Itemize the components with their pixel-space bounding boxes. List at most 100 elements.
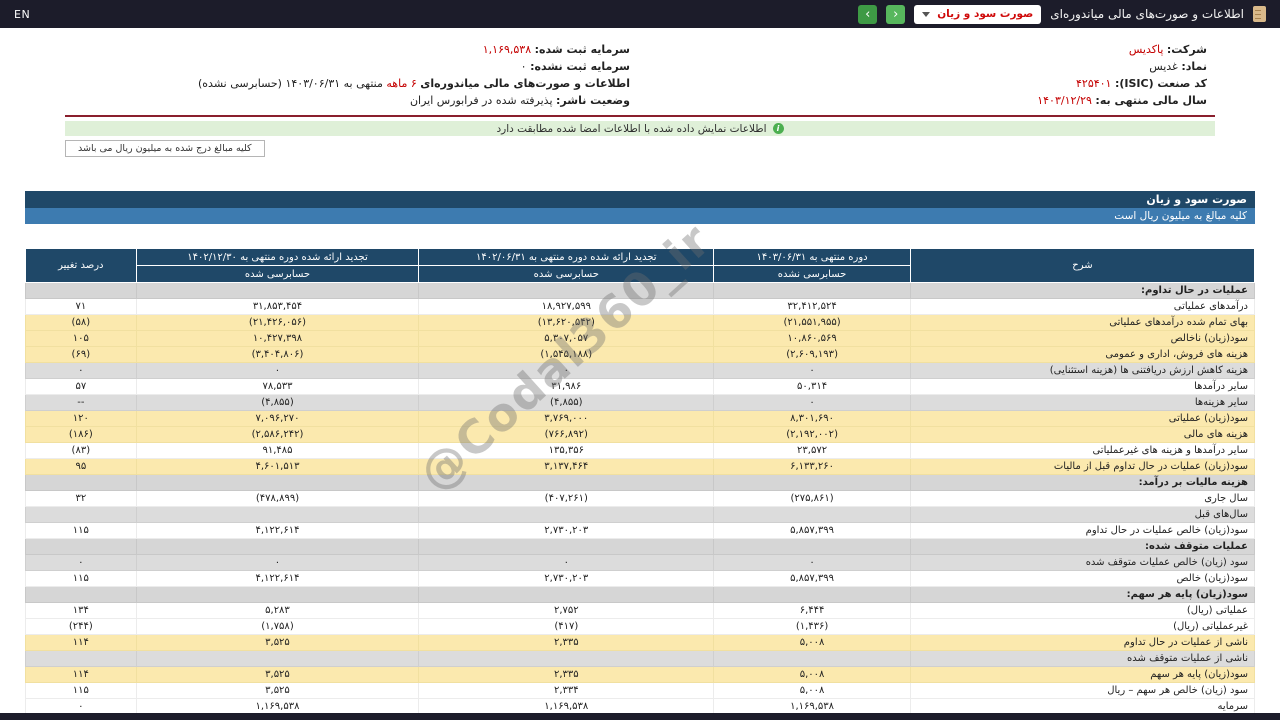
report-icon — [1253, 6, 1266, 22]
row-label: بهای تمام شده درآمدهای عملیاتی — [909, 314, 1256, 331]
subheader-audited-1: حسابرسی شده — [418, 265, 715, 283]
col-header-prior-year: تجدید ارائه شده دوره منتهی به ۱۴۰۲/۱۲/۳۰ — [135, 248, 420, 266]
table-row: سود (زیان) خالص عملیات متوقف شده ۰ ۰ ۰ ۰ — [25, 554, 1256, 571]
col-header-prior-interim: تجدید ارائه شده دوره منتهی به ۱۴۰۲/۰۶/۳۱ — [418, 248, 715, 266]
percent-change-cell: (۶۹) — [25, 346, 137, 363]
unit-note-wrap: کلیه مبالغ درج شده به میلیون ریال می باش… — [0, 140, 1280, 157]
row-label: سود(زیان) خالص عملیات در حال تداوم — [909, 522, 1256, 539]
percent-change-cell — [25, 506, 137, 523]
value-cell: ۵,۰۰۸ — [713, 682, 911, 699]
row-label: عملیات متوقف شده: — [909, 538, 1256, 555]
nav-forward-button[interactable]: ‹ — [886, 4, 906, 24]
company-label: شرکت: — [1166, 43, 1207, 56]
value-cell: (۴,۸۵۵) — [135, 394, 420, 411]
subheader-audited-2: حسابرسی شده — [135, 265, 420, 283]
table-row: سال‌های قبل — [25, 506, 1256, 523]
registered-capital-field: سرمایه ثبت شده: ۱,۱۶۹,۵۳۸ — [73, 41, 630, 58]
isic-label: کد صنعت (ISIC): — [1114, 77, 1207, 90]
value-cell: ۳,۵۲۵ — [135, 682, 420, 699]
value-cell: ۱۸,۹۲۷,۵۹۹ — [418, 298, 715, 315]
value-cell — [135, 538, 420, 555]
section-row: عملیات متوقف شده: — [25, 538, 1256, 555]
percent-change-cell: ۱۱۵ — [25, 570, 137, 587]
value-cell: (۴۷۸,۸۹۹) — [135, 490, 420, 507]
value-cell: (۱,۵۴۵,۱۸۸) — [418, 346, 715, 363]
value-cell: ۳,۱۳۷,۴۶۴ — [418, 458, 715, 475]
unregistered-capital-label: سرمایه ثبت نشده: — [530, 60, 630, 73]
row-label: هزینه های فروش، اداری و عمومی — [909, 346, 1256, 363]
value-cell: ۰ — [713, 394, 911, 411]
value-cell: ۲,۷۳۰,۲۰۳ — [418, 570, 715, 587]
value-cell: ۶,۴۴۴ — [713, 602, 911, 619]
value-cell: ۲۳,۵۷۲ — [713, 442, 911, 459]
value-cell: (۱,۴۳۶) — [713, 618, 911, 635]
value-cell: ۲,۷۵۲ — [418, 602, 715, 619]
value-cell: ۵,۸۵۷,۳۹۹ — [713, 522, 911, 539]
issuer-status-value: پذیرفته شده در فرابورس ایران — [409, 94, 553, 107]
language-toggle[interactable]: EN — [14, 7, 31, 21]
row-label: سایر درآمدها و هزینه های غیرعملیاتی — [909, 442, 1256, 459]
footer-bar — [0, 713, 1280, 720]
page-title: اطلاعات و صورت‌های مالی میاندوره‌ای — [1050, 7, 1244, 21]
row-label: عملیات در حال تداوم: — [909, 282, 1256, 299]
row-label: ناشی از عملیات متوقف شده — [909, 650, 1256, 667]
row-label: هزینه مالیات بر درآمد: — [909, 474, 1256, 491]
value-cell: ۴,۶۰۱,۵۱۳ — [135, 458, 420, 475]
value-cell: ۳,۵۲۵ — [135, 666, 420, 683]
top-bar: اطلاعات و صورت‌های مالی میاندوره‌ای صورت… — [0, 0, 1280, 28]
signature-match-notice: i اطلاعات نمایش داده شده با اطلاعات امضا… — [65, 121, 1215, 136]
percent-change-cell: -- — [25, 394, 137, 411]
value-cell: ۴,۱۲۲,۶۱۴ — [135, 570, 420, 587]
col-header-current-period: دوره منتهی به ۱۴۰۳/۰۶/۳۱ — [713, 248, 911, 266]
value-cell — [418, 506, 715, 523]
row-label: سال‌های قبل — [909, 506, 1256, 523]
value-cell: ۷,۰۹۶,۲۷۰ — [135, 410, 420, 427]
row-label: سایر درآمدها — [909, 378, 1256, 395]
value-cell: ۰ — [135, 362, 420, 379]
value-cell: ۴,۱۲۲,۶۱۴ — [135, 522, 420, 539]
row-label: سود(زیان) خالص — [909, 570, 1256, 587]
value-cell — [135, 650, 420, 667]
topbar-right-group: اطلاعات و صورت‌های مالی میاندوره‌ای صورت… — [858, 4, 1266, 24]
table-row: هزینه کاهش ارزش دریافتنی ها (هزینه استثن… — [25, 362, 1256, 379]
value-cell: ۵,۰۰۸ — [713, 666, 911, 683]
value-cell: ۳۲,۴۱۲,۵۲۴ — [713, 298, 911, 315]
value-cell — [418, 538, 715, 555]
percent-change-cell — [25, 650, 137, 667]
value-cell: ۲,۳۳۴ — [418, 682, 715, 699]
company-value: پاکدیس — [1128, 43, 1164, 56]
statement-rows: عملیات در حال تداوم: درآمدهای عملیاتی ۳۲,۴… — [25, 282, 1256, 715]
value-cell: (۳,۴۰۴,۸۰۶) — [135, 346, 420, 363]
table-row: سود (زیان) خالص هر سهم – ریال ۵,۰۰۸ ۲,۳۳۴ ۳… — [25, 682, 1256, 699]
value-cell: ۲,۷۳۰,۲۰۳ — [418, 522, 715, 539]
row-label: سود(زیان) عملیاتی — [909, 410, 1256, 427]
percent-change-cell: (۱۸۶) — [25, 426, 137, 443]
value-cell — [418, 474, 715, 491]
value-cell — [713, 506, 911, 523]
value-cell: (۱,۷۵۸) — [135, 618, 420, 635]
isic-value: ۴۲۵۴۰۱ — [1076, 77, 1112, 90]
value-cell — [418, 650, 715, 667]
table-row: سایر درآمدها ۵۰,۳۱۴ ۳۱,۹۸۶ ۷۸,۵۳۳ ۵۷ — [25, 378, 1256, 395]
nav-back-button[interactable]: › — [858, 4, 878, 24]
value-cell: (۴,۸۵۵) — [418, 394, 715, 411]
percent-change-cell: ۰ — [25, 698, 137, 715]
value-cell: ۱۳۵,۳۵۶ — [418, 442, 715, 459]
col-header-description: شرح — [909, 248, 1256, 283]
issuer-status-label: وضعیت ناشر: — [556, 94, 630, 107]
row-label: سود(زیان) پایه هر سهم — [909, 666, 1256, 683]
statement-unit-bar: کلیه مبالغ به میلیون ریال است — [25, 208, 1255, 224]
table-row: هزینه های مالی (۲,۱۹۲,۰۰۲) (۷۶۶,۸۹۲) (۲,۵۸۶… — [25, 426, 1256, 443]
percent-change-cell: ۱۱۵ — [25, 522, 137, 539]
value-cell: ۲,۳۳۵ — [418, 666, 715, 683]
unregistered-capital-field: سرمایه ثبت نشده: ۰ — [73, 58, 630, 75]
table-row: سود(زیان) عملیات در حال تداوم قبل از مال… — [25, 458, 1256, 475]
percent-change-cell: ۱۰۵ — [25, 330, 137, 347]
unit-note: کلیه مبالغ درج شده به میلیون ریال می باش… — [65, 140, 265, 157]
percent-change-cell: (۸۳) — [25, 442, 137, 459]
value-cell: ۱۰,۸۶۰,۵۶۹ — [713, 330, 911, 347]
statement-type-dropdown[interactable]: صورت سود و زیان — [914, 4, 1042, 24]
percent-change-cell: ۰ — [25, 554, 137, 571]
value-cell: (۲,۵۸۶,۲۴۲) — [135, 426, 420, 443]
fiscal-year-label: سال مالی منتهی به: — [1095, 94, 1207, 107]
